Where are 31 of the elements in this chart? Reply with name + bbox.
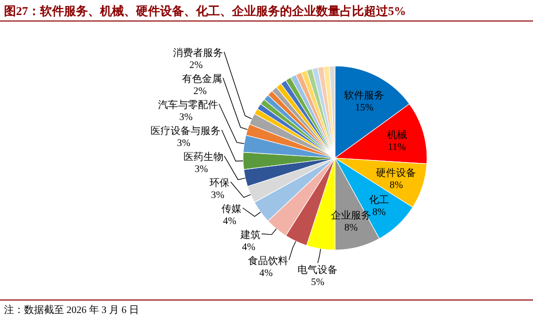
slice-label: 建筑 xyxy=(240,228,261,241)
data-label: 2% xyxy=(193,86,207,97)
data-label: 3% xyxy=(211,190,224,201)
slice-label: 食品饮料 xyxy=(248,254,288,267)
slice-label: 环保 xyxy=(210,178,230,189)
data-label: 4% xyxy=(223,216,236,227)
data-label: 2% xyxy=(189,60,203,71)
slice-label: 消费者服务 xyxy=(173,46,224,59)
data-label: 3% xyxy=(194,164,208,175)
data-label: 3% xyxy=(179,112,193,123)
data-label: 5% xyxy=(311,277,324,288)
data-label: 8% xyxy=(372,206,386,218)
data-label: 3% xyxy=(176,138,190,149)
slice-label: 电气设备 xyxy=(298,264,338,276)
slice-label: 硬件设备 xyxy=(376,166,416,179)
slice-label: 汽车与零配件 xyxy=(158,98,218,111)
slice-label: 机械 xyxy=(386,129,407,142)
data-label: 15% xyxy=(355,102,374,114)
slice-label: 医药生物 xyxy=(183,150,224,163)
data-label: 4% xyxy=(242,242,256,253)
slice-label: 化工 xyxy=(369,194,390,206)
chart-title: 图27：软件服务、机械、硬件设备、化工、企业服务的企业数量占比超过5% xyxy=(4,4,406,18)
text: 注：数据截至 2026 年 3 月 6 日 xyxy=(4,304,139,316)
slice-label: 医疗设备与服务 xyxy=(150,124,221,137)
slice-label: 软件服务 xyxy=(344,90,384,102)
slice-label: 有色金属 xyxy=(182,72,222,85)
data-label: 4% xyxy=(259,268,273,279)
data-label: 8% xyxy=(390,180,403,191)
slice-label: 传媒 xyxy=(222,204,242,215)
data-label: 8% xyxy=(344,222,358,234)
data-label: 11% xyxy=(388,142,406,154)
